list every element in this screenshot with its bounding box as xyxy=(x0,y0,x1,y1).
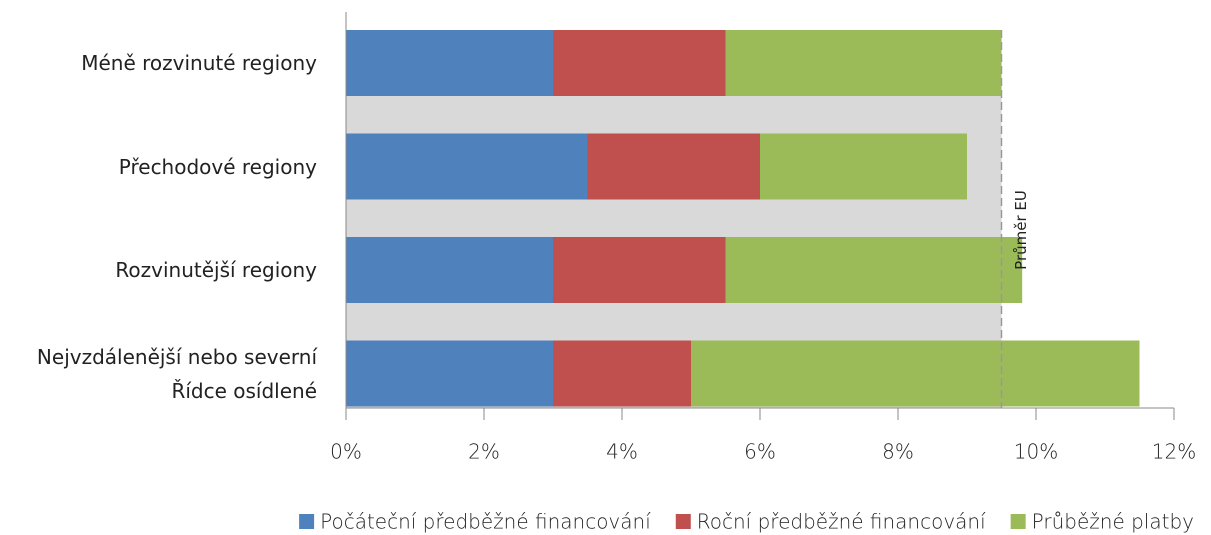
bar-segment xyxy=(553,237,726,303)
bar-segment xyxy=(346,340,553,407)
bar-segment xyxy=(760,133,967,200)
bar-segment xyxy=(691,340,1140,407)
y-tick-label: Nejvzdálenější nebo severní Řídce osídle… xyxy=(36,344,317,403)
legend-label: Průběžné platby xyxy=(1032,510,1194,534)
x-tick-label: 8% xyxy=(882,440,914,464)
legend-swatch xyxy=(675,514,691,529)
bar-segment xyxy=(346,30,553,96)
y-tick-label: Přechodové regiony xyxy=(118,154,317,179)
legend-swatch xyxy=(299,514,315,529)
bar-segment xyxy=(587,133,760,200)
reference-label: Průměr EU xyxy=(1012,190,1030,270)
bar-segment xyxy=(553,340,691,407)
bar-segment xyxy=(553,30,726,96)
legend-swatch xyxy=(1010,514,1026,529)
x-tick-label: 4% xyxy=(606,440,638,464)
x-tick-label: 10% xyxy=(1014,440,1058,464)
y-tick-label: Méně rozvinuté regiony xyxy=(81,51,317,75)
bar-segment xyxy=(346,133,588,200)
legend-label: Počáteční předběžné financování xyxy=(320,510,651,534)
bar-segment xyxy=(346,237,553,303)
legend-label: Roční předběžné financování xyxy=(697,510,986,534)
x-tick-label: 2% xyxy=(468,440,500,464)
bar-segment xyxy=(725,30,1002,96)
bar-segment xyxy=(725,237,1023,303)
x-tick-label: 12% xyxy=(1152,440,1196,464)
x-tick-label: 0% xyxy=(330,440,362,464)
y-tick-label: Rozvinutější regiony xyxy=(115,258,317,282)
x-tick-label: 6% xyxy=(744,440,776,464)
